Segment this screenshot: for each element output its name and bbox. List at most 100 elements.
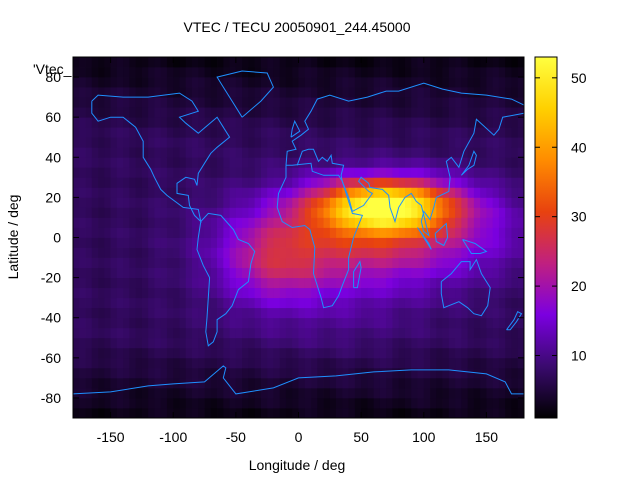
heatmap-cell (79, 407, 86, 419)
heatmap-cell (148, 277, 155, 289)
heatmap-cell (85, 157, 93, 168)
heatmap-cell (473, 337, 481, 349)
heatmap-cell (267, 227, 274, 238)
heatmap-cell (123, 397, 130, 409)
heatmap-cell (285, 227, 293, 238)
heatmap-cell (298, 67, 306, 78)
heatmap-cell (166, 217, 174, 228)
heatmap-cell (285, 237, 293, 248)
heatmap-cell (279, 367, 287, 379)
heatmap-cell (198, 287, 205, 299)
heatmap-cell (148, 127, 155, 138)
heatmap-cell (148, 207, 155, 218)
heatmap-cell (85, 267, 93, 279)
heatmap-cell (304, 227, 312, 238)
heatmap-cell (98, 297, 105, 309)
heatmap-cell (317, 317, 324, 329)
heatmap-cell (173, 387, 180, 399)
heatmap-cell (448, 167, 456, 178)
heatmap-cell (116, 207, 124, 218)
heatmap-cell (436, 357, 443, 369)
heatmap-cell (285, 167, 293, 178)
heatmap-cell (129, 377, 137, 389)
heatmap-cell (85, 277, 93, 289)
heatmap-cell (148, 217, 155, 228)
heatmap-cell (511, 307, 519, 319)
heatmap-cell (317, 107, 324, 118)
heatmap-cell (417, 317, 425, 329)
heatmap-cell (323, 77, 331, 88)
heatmap-cell (223, 117, 230, 128)
heatmap-cell (242, 397, 249, 409)
heatmap-cell (480, 397, 487, 409)
heatmap-cell (91, 197, 99, 208)
heatmap-cell (348, 387, 356, 399)
heatmap-cell (267, 137, 274, 148)
heatmap-cell (517, 327, 525, 339)
heatmap-cell (292, 267, 299, 279)
heatmap-cell (480, 147, 487, 158)
heatmap-cell (329, 67, 337, 78)
x-tick-label: 50 (353, 429, 369, 445)
heatmap-cell (198, 67, 205, 78)
heatmap-cell (498, 367, 506, 379)
heatmap-cell (285, 197, 293, 208)
heatmap-cell (342, 67, 350, 78)
heatmap-cell (192, 237, 199, 248)
heatmap-cell (442, 107, 450, 118)
heatmap-cell (467, 257, 475, 268)
heatmap-cell (398, 287, 406, 299)
heatmap-cell (367, 57, 375, 68)
heatmap-cell (198, 327, 205, 339)
heatmap-cell (342, 337, 350, 349)
heatmap-cell (210, 377, 218, 389)
heatmap-cell (311, 377, 318, 389)
heatmap-cell (129, 177, 137, 188)
heatmap-cell (304, 117, 312, 128)
heatmap-cell (511, 157, 519, 168)
heatmap-cell (361, 407, 368, 419)
heatmap-cell (85, 147, 93, 158)
heatmap-cell (411, 317, 418, 329)
heatmap-cell (85, 297, 93, 309)
heatmap-cell (292, 157, 299, 168)
heatmap-cell (160, 217, 168, 228)
heatmap-cell (160, 277, 168, 289)
heatmap-cell (179, 67, 187, 78)
heatmap-cell (148, 367, 155, 379)
heatmap-cell (116, 117, 124, 128)
heatmap-cell (505, 167, 512, 178)
heatmap-cell (154, 107, 162, 118)
heatmap-cell (486, 367, 494, 379)
heatmap-cell (467, 127, 475, 138)
heatmap-cell (411, 347, 418, 359)
heatmap-cell (304, 147, 312, 158)
heatmap-cell (91, 227, 99, 238)
heatmap-cell (98, 127, 105, 138)
heatmap-cell (436, 397, 443, 409)
heatmap-cell (373, 137, 381, 148)
heatmap-cell (98, 397, 105, 409)
heatmap-cell (235, 357, 243, 369)
heatmap-cell (279, 117, 287, 128)
heatmap-cell (285, 337, 293, 349)
heatmap-cell (154, 147, 162, 158)
heatmap-cell (292, 327, 299, 339)
heatmap-cell (304, 407, 312, 419)
heatmap-cell (210, 147, 218, 158)
heatmap-cell (104, 147, 111, 158)
heatmap-cell (154, 367, 162, 379)
heatmap-cell (404, 227, 412, 238)
heatmap-cell (455, 387, 462, 399)
heatmap-cell (210, 257, 218, 268)
heatmap-cell (235, 317, 243, 329)
heatmap-cell (336, 397, 343, 409)
heatmap-cell (398, 127, 406, 138)
heatmap-cell (110, 317, 118, 329)
heatmap-cell (273, 217, 281, 228)
heatmap-cell (386, 217, 393, 228)
heatmap-cell (436, 367, 443, 379)
heatmap-cell (267, 287, 274, 299)
heatmap-cell (317, 137, 324, 148)
heatmap-cell (392, 157, 400, 168)
